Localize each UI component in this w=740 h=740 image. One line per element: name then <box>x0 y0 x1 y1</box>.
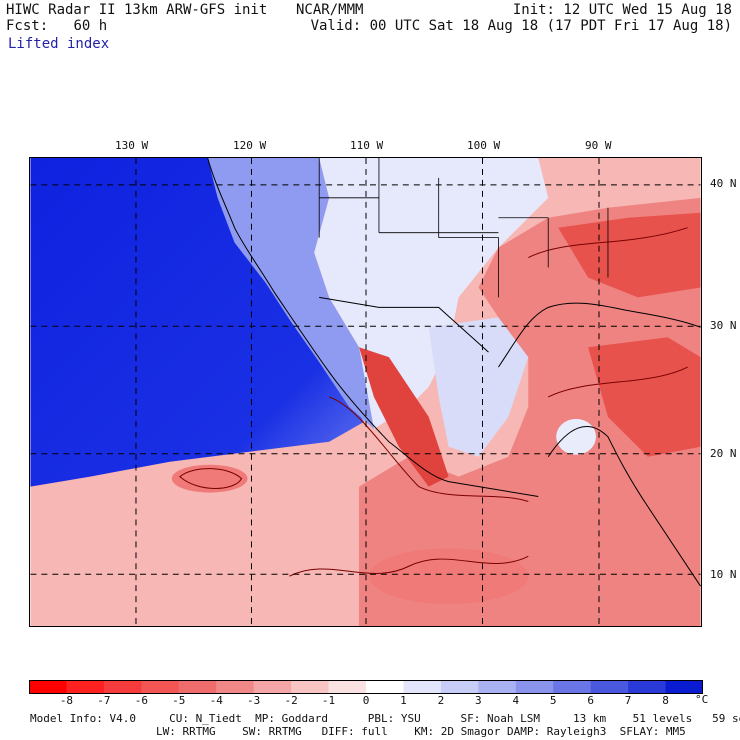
colorbar <box>29 680 703 694</box>
colorbar-swatch <box>141 680 180 694</box>
gulf-coastline <box>498 302 701 368</box>
colorbar-swatch <box>66 680 105 694</box>
colorbar-swatch <box>403 680 442 694</box>
colorbar-tick-label: 0 <box>362 694 370 707</box>
colorbar-swatch <box>103 680 142 694</box>
colorbar-swatch <box>665 680 703 694</box>
mexican-plateau-field <box>428 317 529 457</box>
stable-ocean-region <box>30 158 365 487</box>
coastal-stable-band <box>207 158 389 429</box>
colorbar-tick-label: -3 <box>247 694 261 707</box>
colorbar-swatch <box>291 680 330 694</box>
header-left: HIWC Radar II 13km ARW-GFS init Fcst: 60… <box>6 2 267 34</box>
colorbar-tick-label: 8 <box>662 694 669 707</box>
lat-lon-grid <box>30 158 701 626</box>
yucatan-stable-patch <box>556 418 597 455</box>
lifted-index-map <box>29 157 702 627</box>
colorbar-swatch <box>216 680 255 694</box>
contour-line <box>547 366 688 398</box>
lat-label-20n: 20 N <box>710 447 737 460</box>
colorbar-tick-label: 3 <box>475 694 482 707</box>
gulf-instability-core <box>588 337 701 457</box>
colorbar-tick-label: -5 <box>172 694 186 707</box>
us-mexico-border <box>319 296 489 353</box>
colorbar-swatch <box>328 680 367 694</box>
lat-label-30n: 30 N <box>710 319 737 332</box>
lon-label-90w: 90 W <box>585 139 612 152</box>
lat-label-10n: 10 N <box>710 568 737 581</box>
valid-time: Valid: 00 UTC Sat 18 Aug 18 (17 PDT Fri … <box>310 18 732 34</box>
colorbar-tick-label: -6 <box>134 694 148 707</box>
colorbar-tick-label: 2 <box>437 694 445 707</box>
colorbar-tick-label: -8 <box>59 694 74 707</box>
lon-label-120w: 120 W <box>233 139 267 152</box>
colorbar-unit: °C <box>695 693 709 706</box>
lat-label-40n: 40 N <box>710 177 737 190</box>
colorbar-swatch <box>515 680 554 694</box>
contour-line <box>528 227 688 259</box>
colorbar-swatch <box>366 680 404 694</box>
forecast-value: 60 h <box>73 18 108 34</box>
colorbar-tick-label: -1 <box>321 694 336 707</box>
model-info-line1: Model Info: V4.0 CU: N_Tiedt MP: Goddard… <box>30 712 740 725</box>
state-borders <box>318 158 609 298</box>
model-info-line2: LW: RRTMG SW: RRTMG DIFF: full KM: 2D Sm… <box>156 725 686 738</box>
colorbar-swatch <box>178 680 217 694</box>
colorbar-swatch <box>440 680 479 694</box>
colorbar-tick-label: 6 <box>587 694 594 707</box>
central-america-coastline <box>547 426 701 587</box>
org-label: NCAR/MMM <box>296 2 364 18</box>
init-time: Init: 12 UTC Wed 15 Aug 18 <box>512 2 732 18</box>
colorbar-tick-label: 5 <box>549 694 557 707</box>
colorbar-tick-label: -4 <box>209 694 223 707</box>
colorbar-swatch <box>628 680 667 694</box>
colorbar-swatch <box>253 680 292 694</box>
equatorial-unstable-band <box>368 548 529 605</box>
colorbar-swatch <box>590 680 629 694</box>
colorbar-border <box>29 680 703 694</box>
colorbar-tick-label: 4 <box>512 694 520 707</box>
contour-line <box>328 396 529 503</box>
colorbar-swatch <box>553 680 592 694</box>
contour-line <box>289 555 529 577</box>
contour-line <box>179 468 243 489</box>
header-right: Init: 12 UTC Wed 15 Aug 18 Valid: 00 UTC… <box>311 2 732 34</box>
colorbar-swatch <box>478 680 517 694</box>
colorbar-tick-label: -2 <box>284 694 298 707</box>
colorbar-swatch <box>29 680 67 694</box>
colorbar-tick-label: 7 <box>624 694 632 707</box>
colorbar-tick-label: -7 <box>97 694 111 707</box>
sierra-madre-core <box>359 347 449 487</box>
forecast-label: Fcst: <box>6 18 49 34</box>
lon-label-110w: 110 W <box>350 139 384 152</box>
map-title: HIWC Radar II 13km ARW-GFS init <box>6 2 268 18</box>
field-name: Lifted index <box>8 36 110 52</box>
gulf-unstable-region <box>359 197 701 626</box>
colorbar-tick-label: 1 <box>400 694 407 707</box>
lon-label-130w: 130 W <box>115 139 149 152</box>
lon-label-100w: 100 W <box>467 139 501 152</box>
pacific-coastline <box>207 158 539 498</box>
